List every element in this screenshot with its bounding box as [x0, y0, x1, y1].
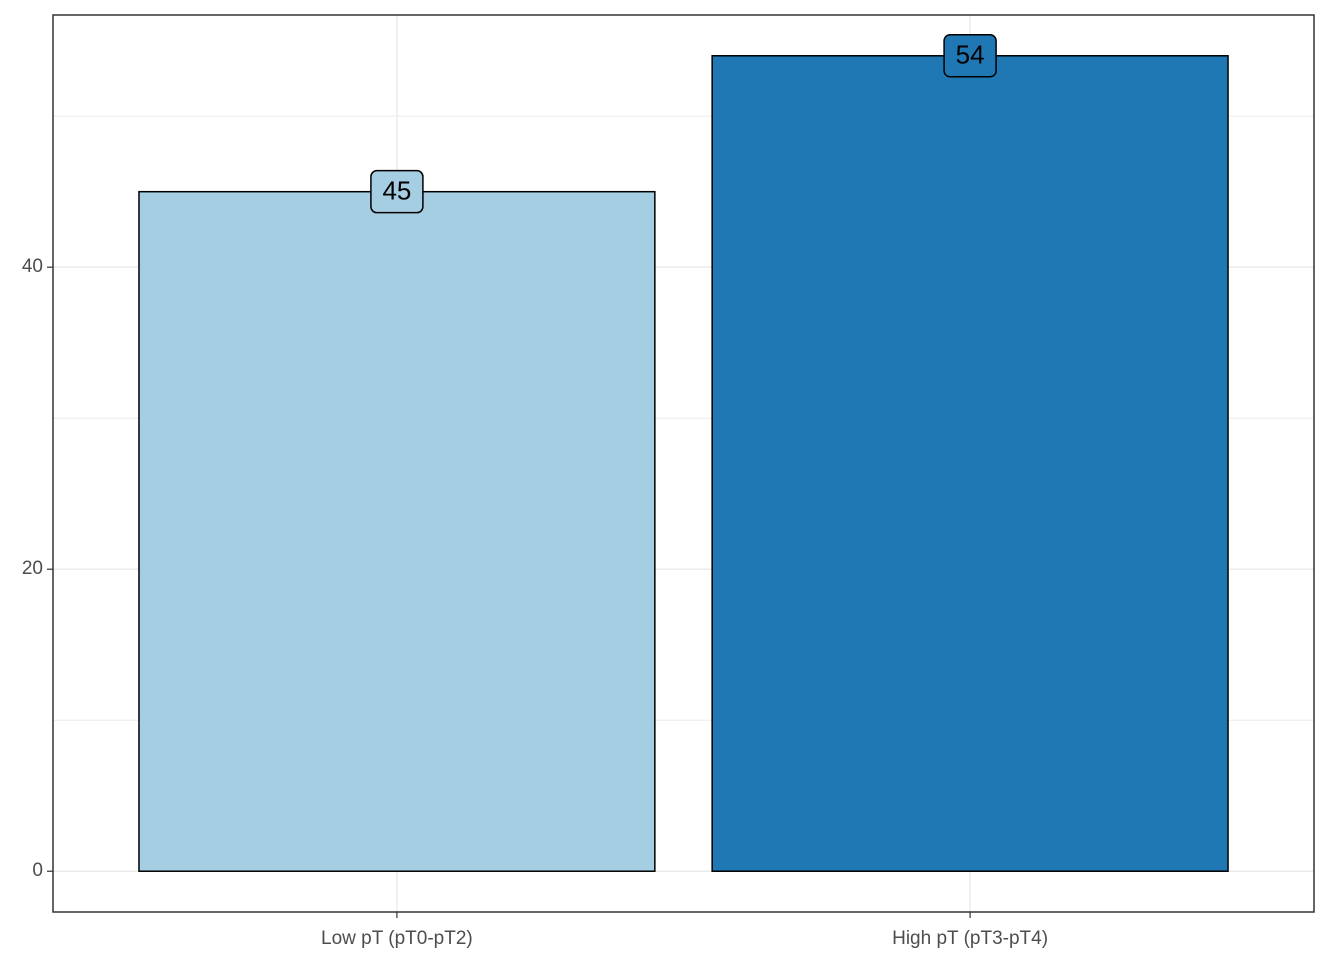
value-label-text: 54: [956, 40, 985, 70]
y-tick-label: 0: [32, 860, 43, 881]
value-label-box: [943, 34, 997, 78]
value-label: 45: [370, 169, 424, 214]
value-label: 54: [943, 34, 997, 78]
bar: [138, 190, 656, 872]
y-tick-label: 40: [22, 256, 43, 277]
y-tick-label: 20: [22, 558, 43, 579]
x-tick-label: High pT (pT3-pT4): [892, 928, 1048, 949]
bar: [711, 55, 1229, 872]
value-label-text: 45: [382, 176, 411, 206]
x-tick-label: Low pT (pT0-pT2): [321, 928, 473, 949]
value-label-box: [370, 169, 424, 214]
panel-border: [52, 14, 1315, 913]
